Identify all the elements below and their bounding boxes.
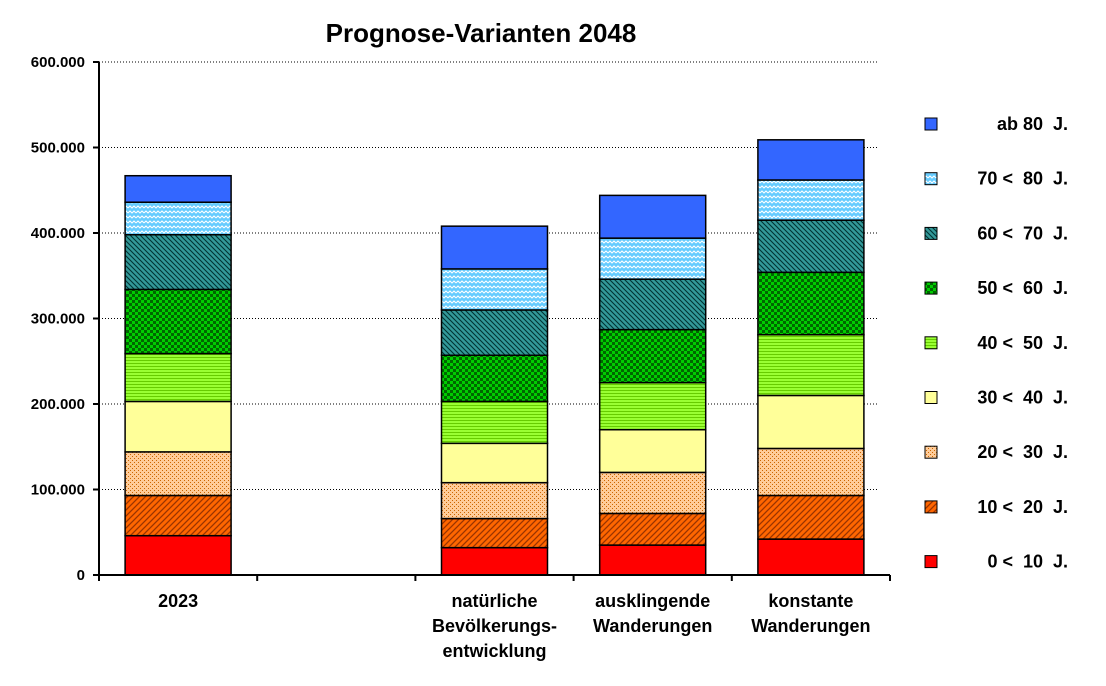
x-category-label: ausklingende: [595, 591, 710, 611]
y-tick-label: 600.000: [31, 54, 85, 71]
bar-segment: [598, 512, 707, 546]
bar-segment: [124, 288, 232, 355]
bar-segment: [598, 428, 707, 474]
bar-segment: [598, 194, 707, 239]
bar-segment: [440, 517, 549, 549]
bar-segment: [757, 394, 865, 450]
x-category-label: Wanderungen: [751, 616, 870, 636]
bar-segment: [757, 139, 865, 181]
x-category-label: entwicklung: [442, 641, 546, 661]
legend-swatch: [924, 391, 938, 404]
y-tick-label: 200.000: [31, 396, 85, 413]
y-tick-label: 0: [77, 567, 85, 584]
bar-segment: [598, 237, 707, 280]
bar-segment: [440, 481, 549, 520]
x-category-label: Wanderungen: [593, 616, 712, 636]
legend: ab 80 J. 70 < 80 J. 60 < 70 J. 50 < 60 J. 40…: [924, 114, 1068, 572]
bar-segment: [598, 278, 707, 331]
legend-label: 50 < 60 J.: [977, 278, 1068, 298]
legend-swatch: [924, 445, 938, 459]
y-tick-label: 400.000: [31, 225, 85, 242]
legend-label: 60 < 70 J.: [977, 223, 1068, 243]
bar-segment: [757, 271, 865, 336]
bar-segment: [440, 546, 549, 576]
bar-segment: [124, 451, 232, 497]
legend-label: 10 < 20 J.: [977, 497, 1068, 517]
legend-label: 70 < 80 J.: [977, 169, 1068, 189]
bar-segment: [757, 219, 865, 274]
legend-swatch: [924, 226, 938, 240]
legend-swatch: [924, 500, 938, 514]
legend-swatch: [924, 555, 938, 569]
chart-title: Prognose-Varianten 2048: [326, 18, 637, 48]
bar-segment: [440, 400, 549, 445]
x-category-label: konstante: [768, 591, 853, 611]
bar-segment: [440, 268, 549, 311]
bar-segment: [598, 471, 707, 515]
legend-label: 20 < 30 J.: [977, 442, 1068, 462]
bar-segment: [124, 233, 232, 291]
bar-segment: [124, 494, 232, 537]
bars: [124, 139, 865, 576]
y-tick-label: 100.000: [31, 482, 85, 499]
y-tick-label: 500.000: [31, 140, 85, 157]
bar-segment: [124, 174, 232, 203]
legend-label: 0 < 10 J.: [987, 552, 1068, 572]
bar-segment: [598, 328, 707, 384]
bar-segment: [440, 354, 549, 403]
x-category-labels: 2023 natürliche Bevölkerungs-entwicklung au…: [158, 591, 870, 661]
y-tick-label: 300.000: [31, 311, 85, 328]
x-category-label: natürliche: [451, 591, 537, 611]
bar-segment: [757, 494, 865, 540]
bar-segment: [757, 179, 865, 221]
legend-swatch: [924, 172, 938, 186]
bar-segment: [440, 442, 549, 484]
legend-label: 30 < 40 J.: [977, 388, 1068, 408]
bar-segment: [598, 544, 707, 576]
legend-swatch: [924, 336, 938, 350]
legend-label: 40 < 50 J.: [977, 333, 1068, 353]
legend-label: ab 80 J.: [997, 114, 1068, 134]
bar-segment: [124, 534, 232, 576]
axes: [93, 61, 891, 581]
bar-segment: [124, 352, 232, 403]
bar-segment: [757, 447, 865, 497]
x-category-label: Bevölkerungs-: [432, 616, 557, 636]
bar-segment: [757, 333, 865, 397]
legend-swatch: [924, 117, 938, 131]
y-tick-labels: 0 100.000 200.000 300.000 400.000 500.000 600.…: [31, 54, 85, 584]
x-category-label: 2023: [158, 591, 198, 611]
bar-segment: [440, 225, 549, 270]
bar-segment: [598, 381, 707, 431]
bar-segment: [440, 309, 549, 357]
bar-segment: [124, 400, 232, 453]
bar-segment: [757, 538, 865, 576]
legend-swatch: [924, 281, 938, 295]
bar-segment: [124, 201, 232, 236]
